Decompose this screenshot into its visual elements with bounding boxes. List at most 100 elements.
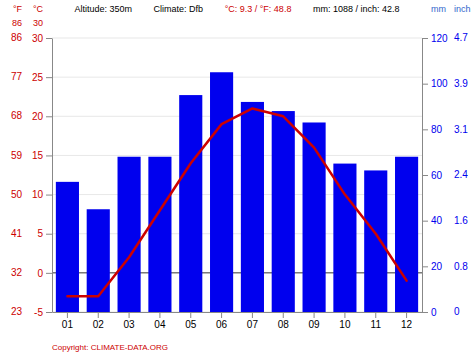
tick: 30: [32, 33, 52, 44]
tick: 06: [216, 312, 228, 330]
tick-mark: [46, 312, 52, 313]
tick: 11: [371, 312, 382, 330]
tick-label: 25: [32, 72, 44, 83]
annotation: 30: [33, 18, 43, 28]
tick-label: 40: [431, 215, 443, 226]
tick-label: 10: [32, 189, 44, 200]
tick-label: 0: [37, 268, 43, 279]
marks: [56, 72, 418, 312]
tick: 5: [37, 228, 52, 239]
bar: [395, 157, 418, 312]
tick: 60: [422, 170, 443, 181]
tick-label: 80: [431, 124, 443, 135]
bar: [179, 95, 202, 312]
tick: 05: [185, 312, 197, 330]
bar-series: [56, 72, 418, 312]
tick-label: 10: [339, 319, 351, 330]
axis-line: [53, 312, 423, 313]
tick-label: 23: [11, 306, 23, 317]
tick-mark: [46, 273, 52, 274]
bar: [210, 72, 233, 312]
tick-label: -5: [34, 307, 43, 318]
tick-mark: [46, 38, 52, 39]
tick-label: 41: [11, 228, 23, 239]
tick: 0: [37, 268, 52, 279]
tick-label: 3.1: [454, 124, 468, 135]
tick-label: 0: [431, 307, 437, 318]
tick-label: 20: [32, 111, 44, 122]
tick-label: 0: [454, 306, 460, 317]
chart: 01 0 20 30 40 5 06 07 08 09 10 11 12 -5 05 10 15 20 25 30 0 2…: [0, 0, 474, 355]
tick-mark: [46, 234, 52, 235]
tick: 20: [32, 111, 52, 122]
tick-label: 3.9: [454, 78, 468, 89]
tick: 12: [401, 312, 413, 330]
tick-label: 50: [11, 189, 23, 200]
tick-mark: [422, 312, 428, 313]
annotation: Climate: Dfb: [154, 4, 204, 14]
bar: [241, 102, 264, 312]
annotation: °F: [13, 4, 23, 14]
annotation: 86: [12, 18, 22, 28]
tick-mark: [67, 312, 68, 318]
tick: 120: [422, 33, 448, 44]
inch-labels: 00.81.62.43.13.94.7: [454, 32, 468, 317]
tick-mark: [422, 84, 428, 85]
tick-label: 07: [247, 319, 259, 330]
bar: [364, 170, 387, 312]
tick-mark: [159, 312, 160, 318]
tick-label: 09: [309, 319, 321, 330]
tick: 40: [422, 215, 443, 226]
tick-label: 05: [185, 319, 197, 330]
bar: [118, 157, 141, 312]
fahrenheit-labels: 2332415059687786: [11, 32, 23, 317]
tick: 15: [32, 150, 52, 161]
grid-line: [52, 77, 422, 78]
tick-label: 01: [62, 319, 74, 330]
tick-label: 20: [431, 261, 443, 272]
tick: 10: [339, 312, 351, 330]
tick-mark: [190, 312, 191, 318]
bar: [272, 111, 295, 312]
grid: [52, 38, 422, 312]
tick: 80: [422, 124, 443, 135]
tick-label: 0.8: [454, 261, 468, 272]
tick-mark: [422, 221, 428, 222]
tick-mark: [252, 312, 253, 318]
tick: 09: [309, 312, 321, 330]
tick-mark: [422, 129, 428, 130]
bar: [148, 157, 171, 312]
tick-label: 1.6: [454, 215, 468, 226]
tick-mark: [283, 312, 284, 318]
tick-label: 03: [124, 319, 136, 330]
tick-mark: [46, 195, 52, 196]
tick: 08: [278, 312, 290, 330]
axis-line: [52, 39, 53, 313]
tick: 100: [422, 78, 448, 89]
grid-line: [52, 155, 422, 156]
annotation: inch: [454, 4, 471, 14]
tick-mark: [46, 77, 52, 78]
tick-mark: [375, 312, 376, 318]
tick-label: 68: [11, 110, 23, 121]
tick-label: 30: [32, 33, 44, 44]
tick: 25: [32, 72, 52, 83]
tick: 03: [124, 312, 136, 330]
tick-mark: [422, 38, 428, 39]
tick-label: 04: [154, 319, 166, 330]
tick-label: 77: [11, 71, 23, 82]
annotation: mm: 1088 / inch: 42.8: [313, 4, 400, 14]
tick-mark: [344, 312, 345, 318]
annotation: mm: [431, 4, 446, 14]
bar: [56, 182, 79, 312]
annotation: Altitude: 350m: [75, 4, 133, 14]
annotation: °C: [33, 4, 44, 14]
tick-mark: [46, 155, 52, 156]
annotations: °F°Cmminch8630Copyright: CLIMATE-DATA.OR…: [12, 4, 471, 352]
tick: 07: [247, 312, 259, 330]
tick-mark: [98, 312, 99, 318]
tick-label: 5: [37, 228, 43, 239]
bar: [303, 122, 326, 312]
tick-mark: [221, 312, 222, 318]
y2-axis: 0 20 40 60 80 100 120: [422, 33, 448, 318]
